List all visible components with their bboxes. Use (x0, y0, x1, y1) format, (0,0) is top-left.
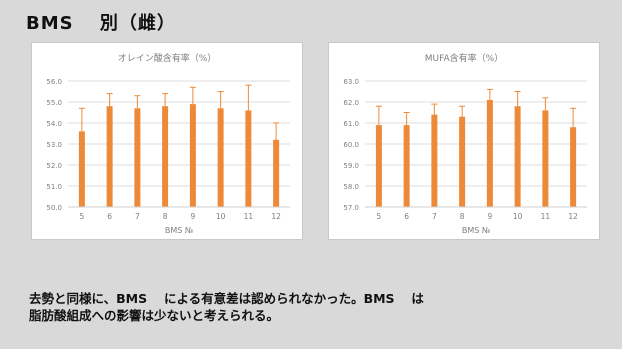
x-tick-label: 12 (568, 212, 578, 221)
bar (514, 106, 521, 207)
x-tick-label: 10 (513, 212, 523, 221)
y-tick-label: 52.0 (46, 162, 62, 170)
bar (273, 139, 280, 207)
oleic-acid-chart: オレイン酸含有率（%） 50.0 51.0 52.0 53.0 54.0 55.0 56.0 5… (46, 52, 290, 235)
x-tick-label: 5 (376, 212, 381, 221)
y-tick-label: 62.0 (343, 99, 359, 107)
x-tick-label: 5 (79, 212, 84, 221)
bar (570, 127, 577, 207)
x-tick-label: 11 (244, 212, 254, 221)
slide-title: BMS 別（雌） (26, 13, 176, 34)
bar (217, 108, 224, 207)
oleic-acid-chart-panel: オレイン酸含有率（%） 50.0 51.0 52.0 53.0 54.0 55.0 56.0 5… (31, 42, 303, 240)
y-tick-label: 53.0 (46, 141, 62, 149)
x-tick-label: 8 (163, 212, 168, 221)
bar (78, 131, 85, 207)
bar (403, 125, 410, 207)
y-tick-label: 55.0 (46, 99, 62, 107)
x-tick-label: 9 (190, 212, 195, 221)
x-tick-label: 7 (432, 212, 437, 221)
x-axis-label: BMS № (165, 226, 194, 235)
x-tick-label: 6 (107, 212, 112, 221)
bar (162, 106, 169, 207)
bar (375, 125, 382, 207)
chart-title: MUFA含有率（%） (425, 52, 503, 64)
bar (245, 110, 252, 207)
y-tick-label: 57.0 (343, 204, 359, 212)
y-tick-label: 63.0 (343, 78, 359, 86)
x-tick-label: 12 (271, 212, 281, 221)
y-tick-label: 60.0 (343, 141, 359, 149)
bar (486, 99, 493, 207)
bar (106, 106, 113, 207)
bar (459, 116, 466, 207)
y-tick-label: 51.0 (46, 183, 62, 191)
bar (542, 110, 549, 207)
x-tick-label: 7 (135, 212, 140, 221)
bar (431, 114, 438, 207)
x-tick-label: 10 (216, 212, 226, 221)
mufa-chart: MUFA含有率（%） 57.0 58.0 59.0 60.0 61.0 62.0 63.0 5 6… (343, 52, 587, 235)
y-tick-label: 50.0 (46, 204, 62, 212)
y-tick-label: 56.0 (46, 78, 62, 86)
conclusion-text: 去勢と同様に、BMS による有意差は認められなかった。BMS は 脂肪酸組成への… (29, 291, 424, 323)
y-tick-label: 59.0 (343, 162, 359, 170)
y-tick-label: 61.0 (343, 120, 359, 128)
chart-title: オレイン酸含有率（%） (118, 52, 217, 64)
bar (134, 108, 141, 207)
x-tick-label: 8 (460, 212, 465, 221)
x-axis-label: BMS № (462, 226, 491, 235)
x-tick-label: 11 (541, 212, 551, 221)
y-tick-label: 58.0 (343, 183, 359, 191)
bar (189, 104, 196, 207)
mufa-chart-panel: MUFA含有率（%） 57.0 58.0 59.0 60.0 61.0 62.0 63.0 5 6… (328, 42, 600, 240)
x-tick-label: 9 (487, 212, 492, 221)
x-tick-label: 6 (404, 212, 409, 221)
y-tick-label: 54.0 (46, 120, 62, 128)
